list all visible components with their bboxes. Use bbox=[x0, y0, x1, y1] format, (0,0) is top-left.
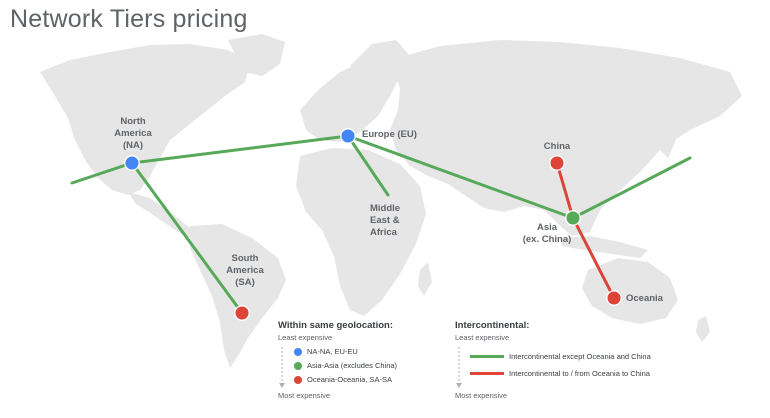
legend-geo-title: Within same geolocation: bbox=[278, 320, 393, 331]
legend-geo-arrow-head bbox=[279, 383, 285, 388]
legend-inter-line-green bbox=[470, 355, 504, 358]
legend-inter-item-label: Intercontinental except Oceania and Chin… bbox=[509, 352, 651, 361]
line-china-asia bbox=[555, 161, 575, 220]
network-connections bbox=[70, 134, 692, 315]
line-asia-oceania bbox=[571, 216, 616, 300]
label-north-america: North America (NA) bbox=[114, 116, 152, 151]
legend-inter-line-red bbox=[470, 372, 504, 375]
indonesia-landmass bbox=[560, 236, 648, 258]
legend-geo-item-label: Oceania-Oceania, SA-SA bbox=[307, 375, 393, 384]
australia-landmass bbox=[582, 258, 678, 324]
line-na-sa bbox=[130, 161, 244, 315]
legend-geo-dot-green bbox=[294, 361, 302, 370]
new-zealand-landmass bbox=[696, 316, 710, 342]
japan-landmass bbox=[660, 124, 676, 158]
line-eu-mea bbox=[346, 134, 390, 197]
node-north-america bbox=[125, 156, 139, 170]
line-na-eu bbox=[130, 134, 350, 165]
legend-inter-item-label: Intercontinental to / from Oceania to Ch… bbox=[509, 369, 650, 378]
legend-inter-arrow-head bbox=[456, 383, 462, 388]
legend-arrow-heads bbox=[279, 383, 462, 388]
legend-geo-most: Most expensive bbox=[278, 391, 331, 400]
node-asia bbox=[566, 211, 580, 225]
greenland-landmass bbox=[228, 34, 285, 76]
legend-geo-item-label: Asia-Asia (excludes China) bbox=[307, 361, 398, 370]
label-middle-east-africa: Middle East & Africa bbox=[370, 203, 401, 238]
node-oceania bbox=[607, 291, 621, 305]
legend-geo-item: NA-NA, EU-EU bbox=[294, 347, 358, 356]
legend-geo-item-label: NA-NA, EU-EU bbox=[307, 347, 358, 356]
node-south-america bbox=[235, 306, 249, 320]
legend-geo-dot-blue bbox=[294, 347, 302, 356]
label-europe: Europe (EU) bbox=[362, 129, 417, 140]
legend-inter-most: Most expensive bbox=[455, 391, 508, 400]
legend-inter-item: Intercontinental to / from Oceania to Ch… bbox=[470, 369, 650, 378]
node-europe bbox=[341, 129, 355, 143]
label-south-america: South America (SA) bbox=[226, 253, 264, 288]
madagascar-landmass bbox=[418, 262, 432, 296]
label-china: China bbox=[543, 141, 571, 152]
central-america-landmass bbox=[128, 192, 196, 238]
south-america-landmass bbox=[190, 224, 286, 368]
page-title: Network Tiers pricing bbox=[10, 5, 248, 33]
label-asia: Asia (ex. China) bbox=[522, 222, 572, 245]
line-eu-asia bbox=[346, 134, 575, 220]
legend-inter-item: Intercontinental except Oceania and Chin… bbox=[470, 352, 651, 361]
legend-geo-least: Least expensive bbox=[278, 333, 333, 342]
world-map bbox=[40, 34, 742, 368]
legend-inter-least: Least expensive bbox=[455, 333, 510, 342]
node-china bbox=[550, 156, 564, 170]
line-na-west bbox=[70, 161, 134, 185]
label-oceania: Oceania bbox=[626, 293, 663, 304]
asia-landmass bbox=[390, 40, 742, 236]
legend-geo-item: Oceania-Oceania, SA-SA bbox=[294, 375, 392, 384]
legend-geo-dot-red bbox=[294, 375, 302, 384]
line-asia-east bbox=[571, 156, 692, 220]
north-america-landmass bbox=[40, 44, 250, 195]
region-nodes bbox=[124, 128, 622, 321]
africa-landmass bbox=[296, 148, 426, 316]
legend-geo-item: Asia-Asia (excludes China) bbox=[294, 361, 397, 370]
legend-inter-title: Intercontinental: bbox=[455, 320, 530, 331]
